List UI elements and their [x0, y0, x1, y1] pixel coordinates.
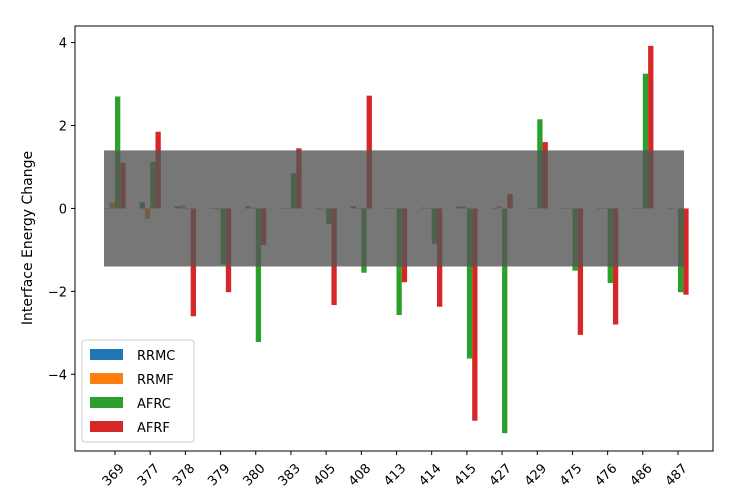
threshold-band	[104, 150, 684, 267]
legend-label-rrmc: RRMC	[137, 349, 175, 364]
bar-afrc-415	[466, 208, 473, 359]
x-tick-label: 369	[100, 461, 128, 489]
bar-afrf-487	[683, 208, 689, 295]
legend: RRMC RRMF AFRC AFRF	[81, 339, 195, 443]
legend-swatch-rrmc	[90, 349, 123, 360]
y-tick-label: −4	[48, 368, 67, 383]
bar-afrc-380	[255, 208, 262, 342]
legend-swatch-afrc	[90, 397, 123, 408]
x-tick-label: 378	[170, 461, 198, 489]
legend-swatch-afrf	[90, 421, 123, 432]
y-tick-label: −2	[48, 285, 67, 300]
x-tick-label: 377	[135, 461, 163, 489]
x-tick-label: 383	[276, 461, 304, 489]
x-tick-label: 408	[346, 461, 374, 489]
bar-afrf-476	[612, 208, 619, 325]
x-tick-label: 429	[522, 461, 550, 489]
x-tick-label: 405	[311, 461, 339, 489]
x-axis: 369 377 378 379 380 383 405 408 413 414 415 427 429 4…	[100, 451, 691, 489]
x-tick-label: 413	[381, 461, 409, 489]
x-tick-label: 380	[240, 461, 268, 489]
plot-frame	[74, 25, 714, 452]
x-tick-label: 379	[205, 461, 233, 489]
bar-afrf-486	[648, 45, 654, 209]
bar-afrc-427	[502, 208, 508, 434]
legend-label-afrf: AFRF	[137, 421, 170, 436]
legend-label-afrc: AFRC	[137, 397, 171, 412]
y-tick-label: 0	[59, 202, 67, 217]
bar-afrf-475	[577, 208, 584, 335]
legend-label-rrmf: RRMF	[137, 373, 174, 388]
y-axis: −4 −2 0 2 4	[48, 37, 75, 383]
x-tick-label: 486	[627, 461, 655, 489]
x-tick-label: 476	[592, 461, 620, 489]
legend-box	[81, 339, 195, 443]
y-tick-label: 2	[59, 120, 67, 135]
y-axis-label: Interface Energy Change	[20, 151, 36, 325]
legend-swatch-rrmf	[90, 373, 123, 384]
x-tick-label: 414	[416, 461, 444, 489]
x-tick-label: 415	[452, 461, 480, 489]
bar-afrc-486	[642, 73, 649, 209]
y-tick-label: 4	[59, 37, 67, 52]
x-tick-label: 487	[663, 461, 691, 489]
x-tick-label: 427	[487, 461, 515, 489]
bar-afrf-415	[472, 208, 478, 421]
x-tick-label: 475	[557, 461, 585, 489]
